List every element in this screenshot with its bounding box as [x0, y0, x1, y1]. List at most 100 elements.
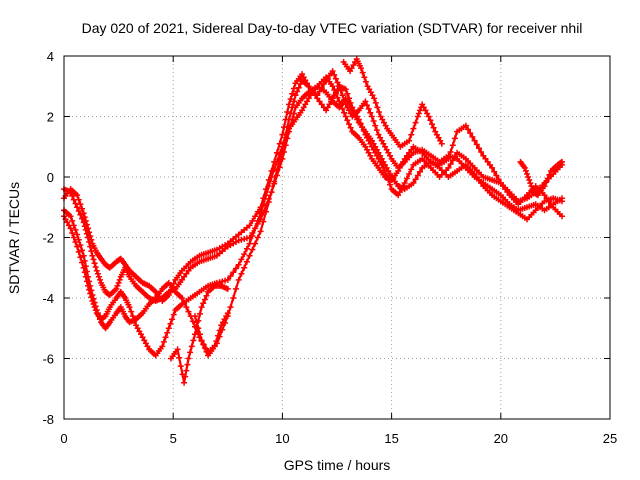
series-arc-7	[340, 56, 445, 150]
data-point	[316, 88, 323, 95]
data-point	[559, 213, 565, 220]
data-point	[462, 122, 469, 129]
data-point	[367, 109, 374, 116]
data-point	[406, 171, 413, 177]
data-point	[178, 295, 185, 301]
data-point	[469, 133, 476, 140]
grid	[64, 56, 610, 419]
y-tick-label: -4	[42, 291, 54, 306]
data-point	[331, 71, 338, 78]
data-point	[493, 172, 500, 179]
data-point	[331, 87, 338, 93]
data-series	[61, 56, 565, 386]
data-point	[77, 211, 84, 218]
data-point	[414, 113, 421, 120]
data-point	[471, 137, 478, 144]
data-point	[359, 124, 366, 131]
data-point	[241, 264, 248, 271]
data-point	[254, 217, 261, 224]
data-point	[257, 210, 264, 217]
data-point	[478, 149, 485, 155]
data-point	[70, 234, 77, 241]
data-point	[198, 337, 205, 344]
data-point	[165, 325, 172, 332]
data-point	[482, 155, 489, 162]
data-point	[260, 218, 267, 225]
data-point	[246, 222, 253, 229]
data-point	[263, 192, 269, 199]
series-arc-8	[517, 158, 565, 199]
data-point	[329, 68, 336, 75]
data-point	[559, 195, 565, 202]
data-point	[219, 278, 226, 285]
data-point	[414, 172, 421, 179]
data-point	[438, 140, 445, 147]
data-point	[82, 217, 89, 224]
data-point	[289, 90, 296, 97]
data-point	[489, 164, 496, 171]
data-point	[235, 261, 242, 268]
data-point	[81, 269, 88, 276]
data-point	[92, 307, 99, 314]
data-point	[203, 292, 210, 299]
data-point	[449, 157, 456, 164]
data-point	[69, 230, 76, 236]
data-point	[74, 192, 81, 199]
data-point	[347, 99, 354, 106]
data-point	[408, 166, 415, 173]
x-tick-label: 10	[275, 431, 289, 446]
data-point	[358, 65, 364, 72]
data-point	[406, 137, 413, 144]
data-point	[160, 338, 167, 345]
data-point	[268, 174, 275, 180]
data-point	[249, 246, 256, 253]
data-point	[174, 346, 181, 353]
data-point	[395, 168, 402, 174]
data-point	[72, 226, 79, 233]
data-point	[241, 251, 248, 258]
series-arc-2	[61, 68, 565, 304]
data-point	[447, 161, 454, 168]
data-point	[410, 180, 417, 186]
data-point	[451, 135, 458, 142]
data-point	[74, 204, 81, 211]
data-point	[427, 117, 434, 124]
data-point	[284, 109, 291, 115]
data-point	[91, 304, 98, 311]
data-point	[415, 110, 422, 117]
data-point	[113, 285, 120, 292]
x-tick-label: 15	[384, 431, 398, 446]
data-point	[364, 102, 370, 109]
data-point	[544, 175, 551, 182]
data-point	[215, 332, 221, 339]
data-point	[387, 152, 393, 159]
data-point	[279, 143, 286, 150]
data-point	[126, 304, 133, 311]
data-point	[491, 168, 498, 175]
data-point	[334, 79, 341, 86]
data-point	[430, 124, 437, 131]
data-point	[376, 109, 382, 115]
data-point	[371, 95, 378, 102]
data-point	[89, 298, 96, 304]
data-point	[92, 264, 99, 270]
data-point	[87, 233, 94, 239]
data-point	[114, 282, 121, 289]
data-point	[252, 240, 259, 247]
data-point	[336, 98, 343, 105]
data-point	[213, 338, 220, 345]
data-point	[350, 107, 357, 114]
data-point	[541, 183, 548, 190]
data-point	[90, 256, 97, 263]
data-point	[246, 252, 253, 259]
x-axis-label: GPS time / hours	[284, 457, 391, 473]
data-point	[403, 175, 410, 182]
data-point	[546, 171, 553, 178]
data-point	[522, 167, 529, 174]
data-point	[286, 116, 292, 123]
data-point	[90, 301, 97, 307]
data-point	[339, 105, 346, 112]
data-point	[367, 152, 374, 159]
data-point	[79, 247, 85, 254]
data-point	[387, 181, 393, 188]
